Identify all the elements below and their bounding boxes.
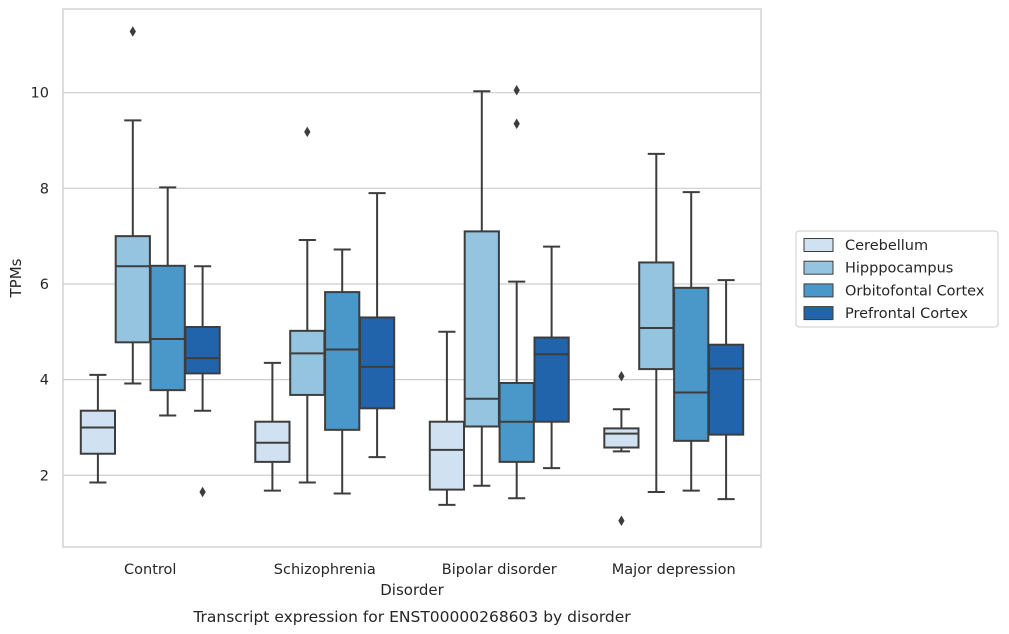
box-control: [184, 265, 221, 498]
box-major-depression: [603, 371, 640, 526]
legend-swatch: [803, 238, 834, 252]
box-iqr: [289, 329, 326, 396]
legend-item: Cerebellum: [803, 238, 928, 254]
box-schizophrenia: [358, 192, 396, 459]
legend-label: Orbitofontal Cortex: [845, 283, 985, 299]
box-bipolar-disorder: [498, 85, 535, 500]
x-tick-label: Schizophrenia: [274, 562, 376, 578]
box-iqr: [324, 291, 361, 431]
legend-label: Hipppocampus: [845, 261, 953, 277]
box-iqr: [463, 230, 500, 428]
box-iqr: [707, 343, 745, 436]
outlier-point: [129, 26, 136, 37]
x-tick-label: Bipolar disorder: [442, 562, 557, 578]
x-axis-ticks: Control Schizophrenia Bipolar disorder Majo…: [124, 562, 736, 578]
box-schizophrenia: [289, 126, 326, 484]
box-iqr: [114, 235, 151, 344]
box-major-depression: [707, 279, 745, 501]
legend-swatch: [803, 260, 834, 275]
legend-frame: [795, 230, 999, 328]
box-bipolar-disorder: [533, 245, 570, 470]
box-iqr: [533, 336, 570, 423]
box-group: [79, 26, 745, 526]
box-schizophrenia: [254, 361, 291, 492]
outlier-point: [513, 85, 520, 96]
series-prefrontal-cortex: [184, 192, 745, 501]
outlier-point: [304, 126, 311, 138]
box-major-depression: [673, 191, 710, 492]
box-control: [149, 186, 186, 417]
y-tick-label: 6: [40, 277, 49, 293]
legend-swatch: [803, 283, 834, 298]
box-bipolar-disorder: [463, 90, 500, 487]
y-tick-label: 4: [40, 373, 49, 389]
box-iqr: [79, 409, 117, 455]
box-iqr: [428, 420, 466, 491]
box-major-depression: [638, 152, 675, 494]
y-axis-label: TPMs: [7, 258, 25, 298]
box-schizophrenia: [324, 248, 361, 495]
box-iqr: [149, 264, 186, 392]
y-tick-label: 10: [31, 86, 49, 102]
legend: Cerebellum Hipppocampus Orbitofontal Corte…: [795, 230, 999, 328]
chart-caption: Transcript expression for ENST0000026860…: [192, 608, 631, 626]
series-orbitofontal-cortex: [149, 85, 710, 500]
legend-item: Orbitofontal Cortex: [803, 283, 985, 299]
outlier-point: [513, 118, 520, 130]
x-tick-label: Major depression: [612, 562, 736, 578]
y-axis-ticks: 2 4 6 8 10: [31, 86, 49, 485]
box-iqr: [184, 326, 221, 375]
series-cerebellum: [79, 330, 640, 526]
box-iqr: [638, 261, 675, 371]
box-control: [79, 373, 117, 484]
legend-swatch: [803, 306, 834, 321]
legend-label: Cerebellum: [845, 238, 928, 254]
box-iqr: [673, 286, 710, 442]
outlier-point: [199, 486, 206, 498]
legend-label: Prefrontal Cortex: [845, 306, 968, 322]
x-axis-label: Disorder: [380, 581, 444, 599]
y-tick-label: 2: [40, 468, 49, 484]
legend-item: Prefrontal Cortex: [803, 306, 968, 322]
y-tick-label: 8: [40, 181, 49, 197]
box-control: [114, 26, 151, 385]
legend-item: Hipppocampus: [803, 260, 953, 277]
x-tick-label: Control: [124, 562, 176, 578]
outlier-point: [618, 515, 625, 526]
box-iqr: [603, 427, 640, 449]
box-bipolar-disorder: [428, 330, 466, 506]
box-iqr: [358, 316, 396, 410]
plot-frame: [62, 8, 762, 548]
outlier-point: [618, 371, 625, 382]
series-hipppocampus: [114, 26, 675, 494]
